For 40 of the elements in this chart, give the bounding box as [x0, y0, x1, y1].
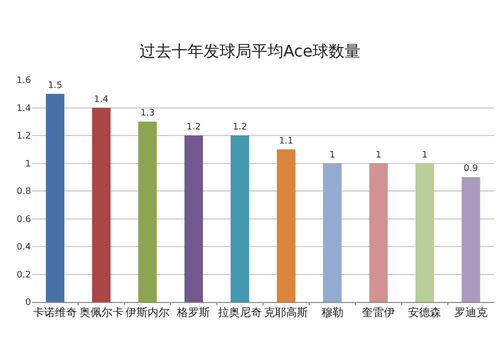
y-tick-label: 0.6 — [16, 214, 32, 225]
bar — [138, 122, 157, 302]
x-tick-label: 克耶高斯 — [264, 306, 308, 320]
data-label: 1.4 — [94, 94, 109, 105]
x-tick-label: 卡诺维奇 — [33, 306, 78, 320]
x-tick-label: 穆勒 — [321, 306, 344, 320]
bar — [462, 177, 480, 302]
data-label: 1 — [329, 150, 336, 160]
y-tick-label: 0.2 — [16, 270, 31, 280]
data-label: 1.2 — [186, 122, 201, 132]
data-label: 1.2 — [232, 122, 248, 132]
y-tick-label: 1 — [25, 159, 31, 170]
x-tick-label: 格罗斯 — [176, 306, 210, 320]
x-tick-label: 奥佩尔卡 — [79, 306, 124, 320]
x-tick-label: 奎雷伊 — [362, 306, 395, 320]
x-tick-label: 伊斯内尔 — [126, 306, 170, 320]
bar — [230, 136, 250, 302]
bar — [92, 108, 111, 302]
y-tick-label: 1.6 — [16, 76, 32, 86]
data-label: 1 — [422, 150, 428, 160]
data-label: 1.5 — [48, 80, 62, 91]
data-label: 1.1 — [278, 136, 294, 146]
data-label: 1.3 — [140, 108, 155, 119]
bar — [46, 94, 64, 302]
bar — [369, 163, 388, 302]
y-tick-label: 1.2 — [16, 132, 31, 142]
bar — [323, 163, 342, 302]
y-tick-label: 0.8 — [16, 187, 32, 198]
y-tick-label: 0 — [25, 298, 32, 308]
x-tick-label: 拉奥尼奇 — [218, 306, 262, 320]
data-label: 1 — [376, 150, 382, 160]
data-label: 0.9 — [464, 164, 478, 174]
x-tick-label: 罗迪克 — [454, 306, 488, 320]
bar — [276, 149, 296, 302]
chart-title: 过去十年发球局平均Ace球数量 — [139, 41, 361, 60]
y-tick-label: 0.4 — [16, 242, 32, 253]
bar — [415, 163, 434, 302]
y-tick-label: 1.4 — [16, 104, 32, 114]
x-tick-label: 安德森 — [408, 306, 442, 320]
bar — [184, 136, 203, 302]
